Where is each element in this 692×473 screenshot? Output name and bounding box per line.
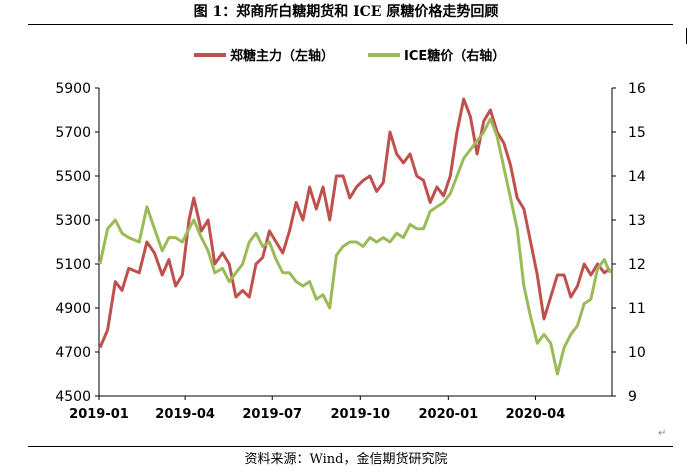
x-tick-label: 2020-04 bbox=[506, 407, 566, 420]
source-rule bbox=[28, 446, 673, 447]
x-tick-label: 2020-01 bbox=[419, 407, 479, 420]
x-tick-label: 2019-07 bbox=[242, 407, 302, 420]
left-tick-label: 5900 bbox=[55, 81, 91, 97]
left-tick-label: 5700 bbox=[55, 125, 91, 141]
sugar-price-chart: 郑糖主力（左轴） ICE糖价（右轴） 4500 4700 4900 5100 5300 55… bbox=[55, 48, 646, 420]
left-tick-label: 5300 bbox=[55, 213, 91, 229]
right-tick-label: 14 bbox=[628, 169, 646, 185]
left-tick-label: 4500 bbox=[55, 389, 91, 405]
left-tick-label: 4700 bbox=[55, 345, 91, 361]
right-tick-label: 13 bbox=[628, 213, 646, 229]
left-tick-label: 5500 bbox=[55, 169, 91, 185]
series-line-zce-sugar bbox=[98, 97, 612, 349]
right-tick-label: 12 bbox=[628, 257, 646, 273]
right-tick-label: 9 bbox=[628, 389, 637, 405]
chart-legend: 郑糖主力（左轴） ICE糖价（右轴） bbox=[194, 48, 505, 64]
right-tick-label: 11 bbox=[628, 301, 646, 317]
paragraph-mark: ↵ bbox=[658, 428, 667, 439]
legend-label: ICE糖价（右轴） bbox=[404, 48, 505, 64]
right-edge-mark bbox=[686, 28, 687, 44]
figure-title: 图 1：郑商所白糖期货和 ICE 原糖价格走势回顾 bbox=[193, 4, 499, 20]
left-tick-label: 4900 bbox=[55, 301, 91, 317]
left-tick-label: 5100 bbox=[55, 257, 91, 273]
right-tick-label: 16 bbox=[628, 81, 646, 97]
plot-area bbox=[98, 97, 612, 376]
legend-label: 郑糖主力（左轴） bbox=[230, 48, 334, 64]
x-tick-label: 2019-01 bbox=[69, 407, 129, 420]
right-tick-label: 10 bbox=[628, 345, 646, 361]
x-tick-label: 2019-04 bbox=[155, 407, 215, 420]
title-rule bbox=[28, 24, 673, 25]
chart-axes: 4500 4700 4900 5100 5300 5500 5700 5900 9 10 11 12 1… bbox=[55, 81, 646, 420]
right-tick-label: 15 bbox=[628, 125, 646, 141]
series-line-ice-sugar bbox=[98, 117, 612, 376]
x-tick-label: 2019-10 bbox=[330, 407, 390, 420]
source-note: 资料来源：Wind，金信期货研究院 bbox=[244, 452, 448, 467]
